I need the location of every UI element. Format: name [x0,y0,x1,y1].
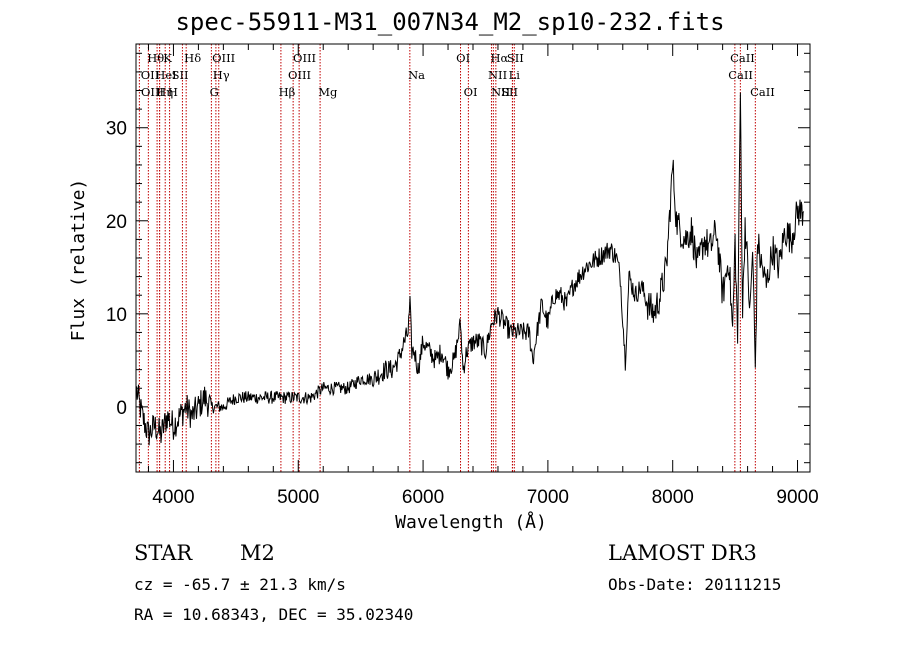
axis-ticks [136,44,810,472]
redshift-info: cz = -65.7 ± 21.3 km/s [134,575,346,594]
x-tick-label: 5000 [277,487,319,508]
line-label: CaII [750,85,775,99]
line-label: OI [456,51,470,65]
line-label: G [210,85,219,99]
y-tick-label: 10 [106,305,127,326]
line-label: Hα [490,51,508,65]
line-label: Hγ [213,68,230,82]
line-label: OI [464,85,478,99]
line-label: Hθ [147,51,164,65]
y-tick-label: 30 [106,119,127,140]
coordinates: RA = 10.68343, DEC = 35.02340 [134,605,414,624]
line-label: CaII [730,51,755,65]
x-axis-label: Wavelength (Å) [395,511,547,533]
object-class: STAR [134,541,193,565]
x-tick-label: 4000 [152,487,194,508]
y-tick-label: 0 [116,398,127,419]
y-tick-label: 20 [106,212,127,233]
line-label: Hδ [184,51,201,65]
line-label: H [168,85,178,99]
plot-title: spec-55911-M31_007N34_M2_sp10-232.fits [175,8,725,36]
plot-frame [135,43,811,473]
y-axis-label: Flux (relative) [68,179,89,342]
line-label: HeI [155,68,176,82]
line-label: Hη [156,85,173,99]
line-label: Mg [318,85,338,99]
line-label: Na [408,68,425,82]
line-label: NII [491,85,510,99]
line-label: OIII [293,51,316,65]
observation-date: Obs-Date: 20111215 [608,575,782,594]
survey-name: LAMOST DR3 [608,541,757,565]
line-label: OII [141,68,160,82]
line-label: Hβ [279,85,296,99]
line-label: OIII [288,68,311,82]
x-tick-label: 9000 [776,487,818,508]
line-label: SII [501,85,518,99]
axis-tick-labels: 4000 5000 6000 7000 8000 9000 0 10 20 30 [106,119,819,508]
line-markers [138,44,756,472]
line-label: Li [509,68,521,82]
line-label: SII [507,51,524,65]
line-labels: OII Hθ OIII HeI Hη K H SII Hδ G Hγ OIII Hβ OIII OIII Mg… [141,51,775,99]
line-label: SII [172,68,189,82]
x-tick-label: 7000 [527,487,569,508]
spectrum-line [135,92,805,446]
x-tick-label: 6000 [402,487,444,508]
object-subclass: M2 [240,541,275,565]
x-tick-label: 8000 [652,487,694,508]
line-label: OIII [141,85,164,99]
line-label: CaII [728,68,753,82]
line-label: OIII [212,51,235,65]
line-label: NII [488,68,507,82]
line-label: K [163,51,172,65]
